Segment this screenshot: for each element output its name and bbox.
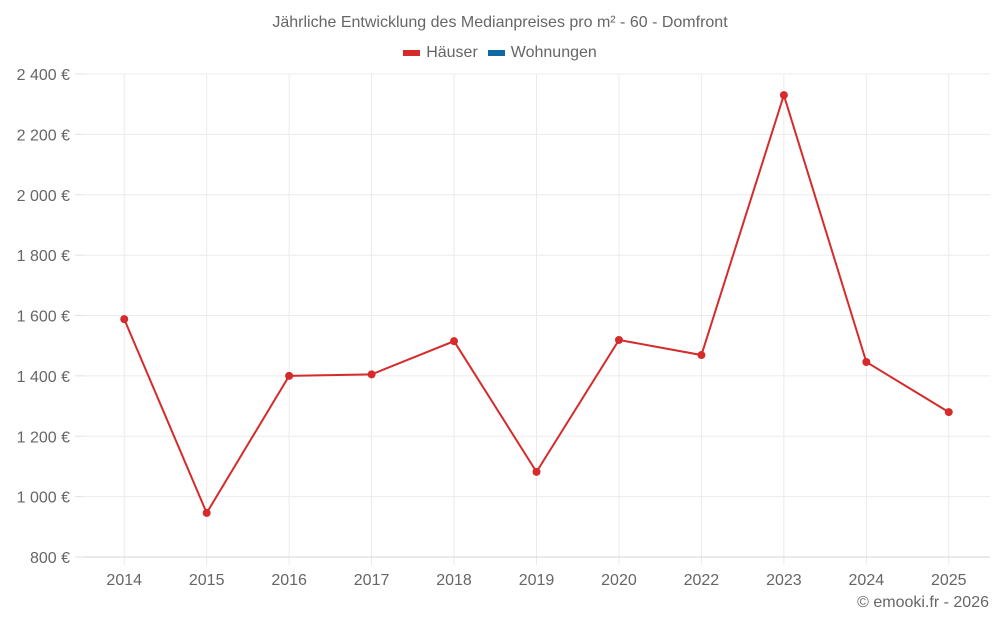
- data-point[interactable]: [944, 408, 953, 417]
- x-tick-label: 2015: [189, 572, 225, 589]
- x-tick-label: 2024: [849, 572, 885, 589]
- x-tick-label: 2025: [931, 572, 967, 589]
- y-tick-label: 1 600 €: [17, 309, 70, 326]
- x-tick-label: 2019: [519, 572, 555, 589]
- x-tick-label: 2018: [436, 572, 472, 589]
- legend-item-houses[interactable]: Häuser: [403, 44, 478, 62]
- data-point[interactable]: [862, 357, 871, 366]
- data-point[interactable]: [120, 315, 129, 324]
- x-tick-label: 2017: [354, 572, 390, 589]
- legend: Häuser Wohnungen: [0, 44, 1000, 62]
- copyright-credit: © emooki.fr - 2026: [857, 594, 989, 611]
- y-tick-label: 1 400 €: [17, 369, 70, 386]
- y-tick-label: 2 000 €: [17, 188, 70, 205]
- y-tick-label: 1 200 €: [17, 429, 70, 446]
- legend-swatch-apartments: [487, 50, 505, 56]
- legend-label-apartments: Wohnungen: [510, 44, 597, 61]
- chart-title: Jährliche Entwicklung des Medianpreises …: [272, 14, 728, 31]
- y-axis: 800 € 1 000 € 1 200 € 1 400 € 1 600 € 1 800 €…: [17, 67, 83, 567]
- data-point[interactable]: [779, 91, 788, 100]
- y-tick-label: 1 800 €: [17, 248, 70, 265]
- x-tick-label: 2022: [684, 572, 720, 589]
- data-point[interactable]: [285, 371, 294, 380]
- x-tick-label: 2023: [766, 572, 802, 589]
- legend-item-apartments[interactable]: Wohnungen: [487, 44, 597, 62]
- y-tick-label: 1 000 €: [17, 490, 70, 507]
- y-tick-label: 2 200 €: [17, 127, 70, 144]
- y-tick-label: 2 400 €: [17, 67, 70, 84]
- data-point[interactable]: [450, 337, 459, 346]
- x-tick-label: 2020: [601, 572, 637, 589]
- x-tick-label: 2016: [271, 572, 307, 589]
- data-point[interactable]: [697, 351, 706, 360]
- y-tick-label: 800 €: [30, 550, 70, 567]
- legend-label-houses: Häuser: [426, 44, 478, 61]
- series-houses: [120, 91, 953, 517]
- gridlines: [83, 73, 990, 565]
- x-axis: 2014 2015 2016 2017 2018 2019 2020 2022 2023 2024…: [83, 556, 990, 589]
- data-point[interactable]: [367, 370, 376, 379]
- data-point[interactable]: [614, 335, 623, 344]
- data-point[interactable]: [532, 467, 541, 476]
- x-tick-label: 2014: [106, 572, 142, 589]
- legend-swatch-houses: [403, 50, 421, 56]
- data-point[interactable]: [202, 508, 211, 517]
